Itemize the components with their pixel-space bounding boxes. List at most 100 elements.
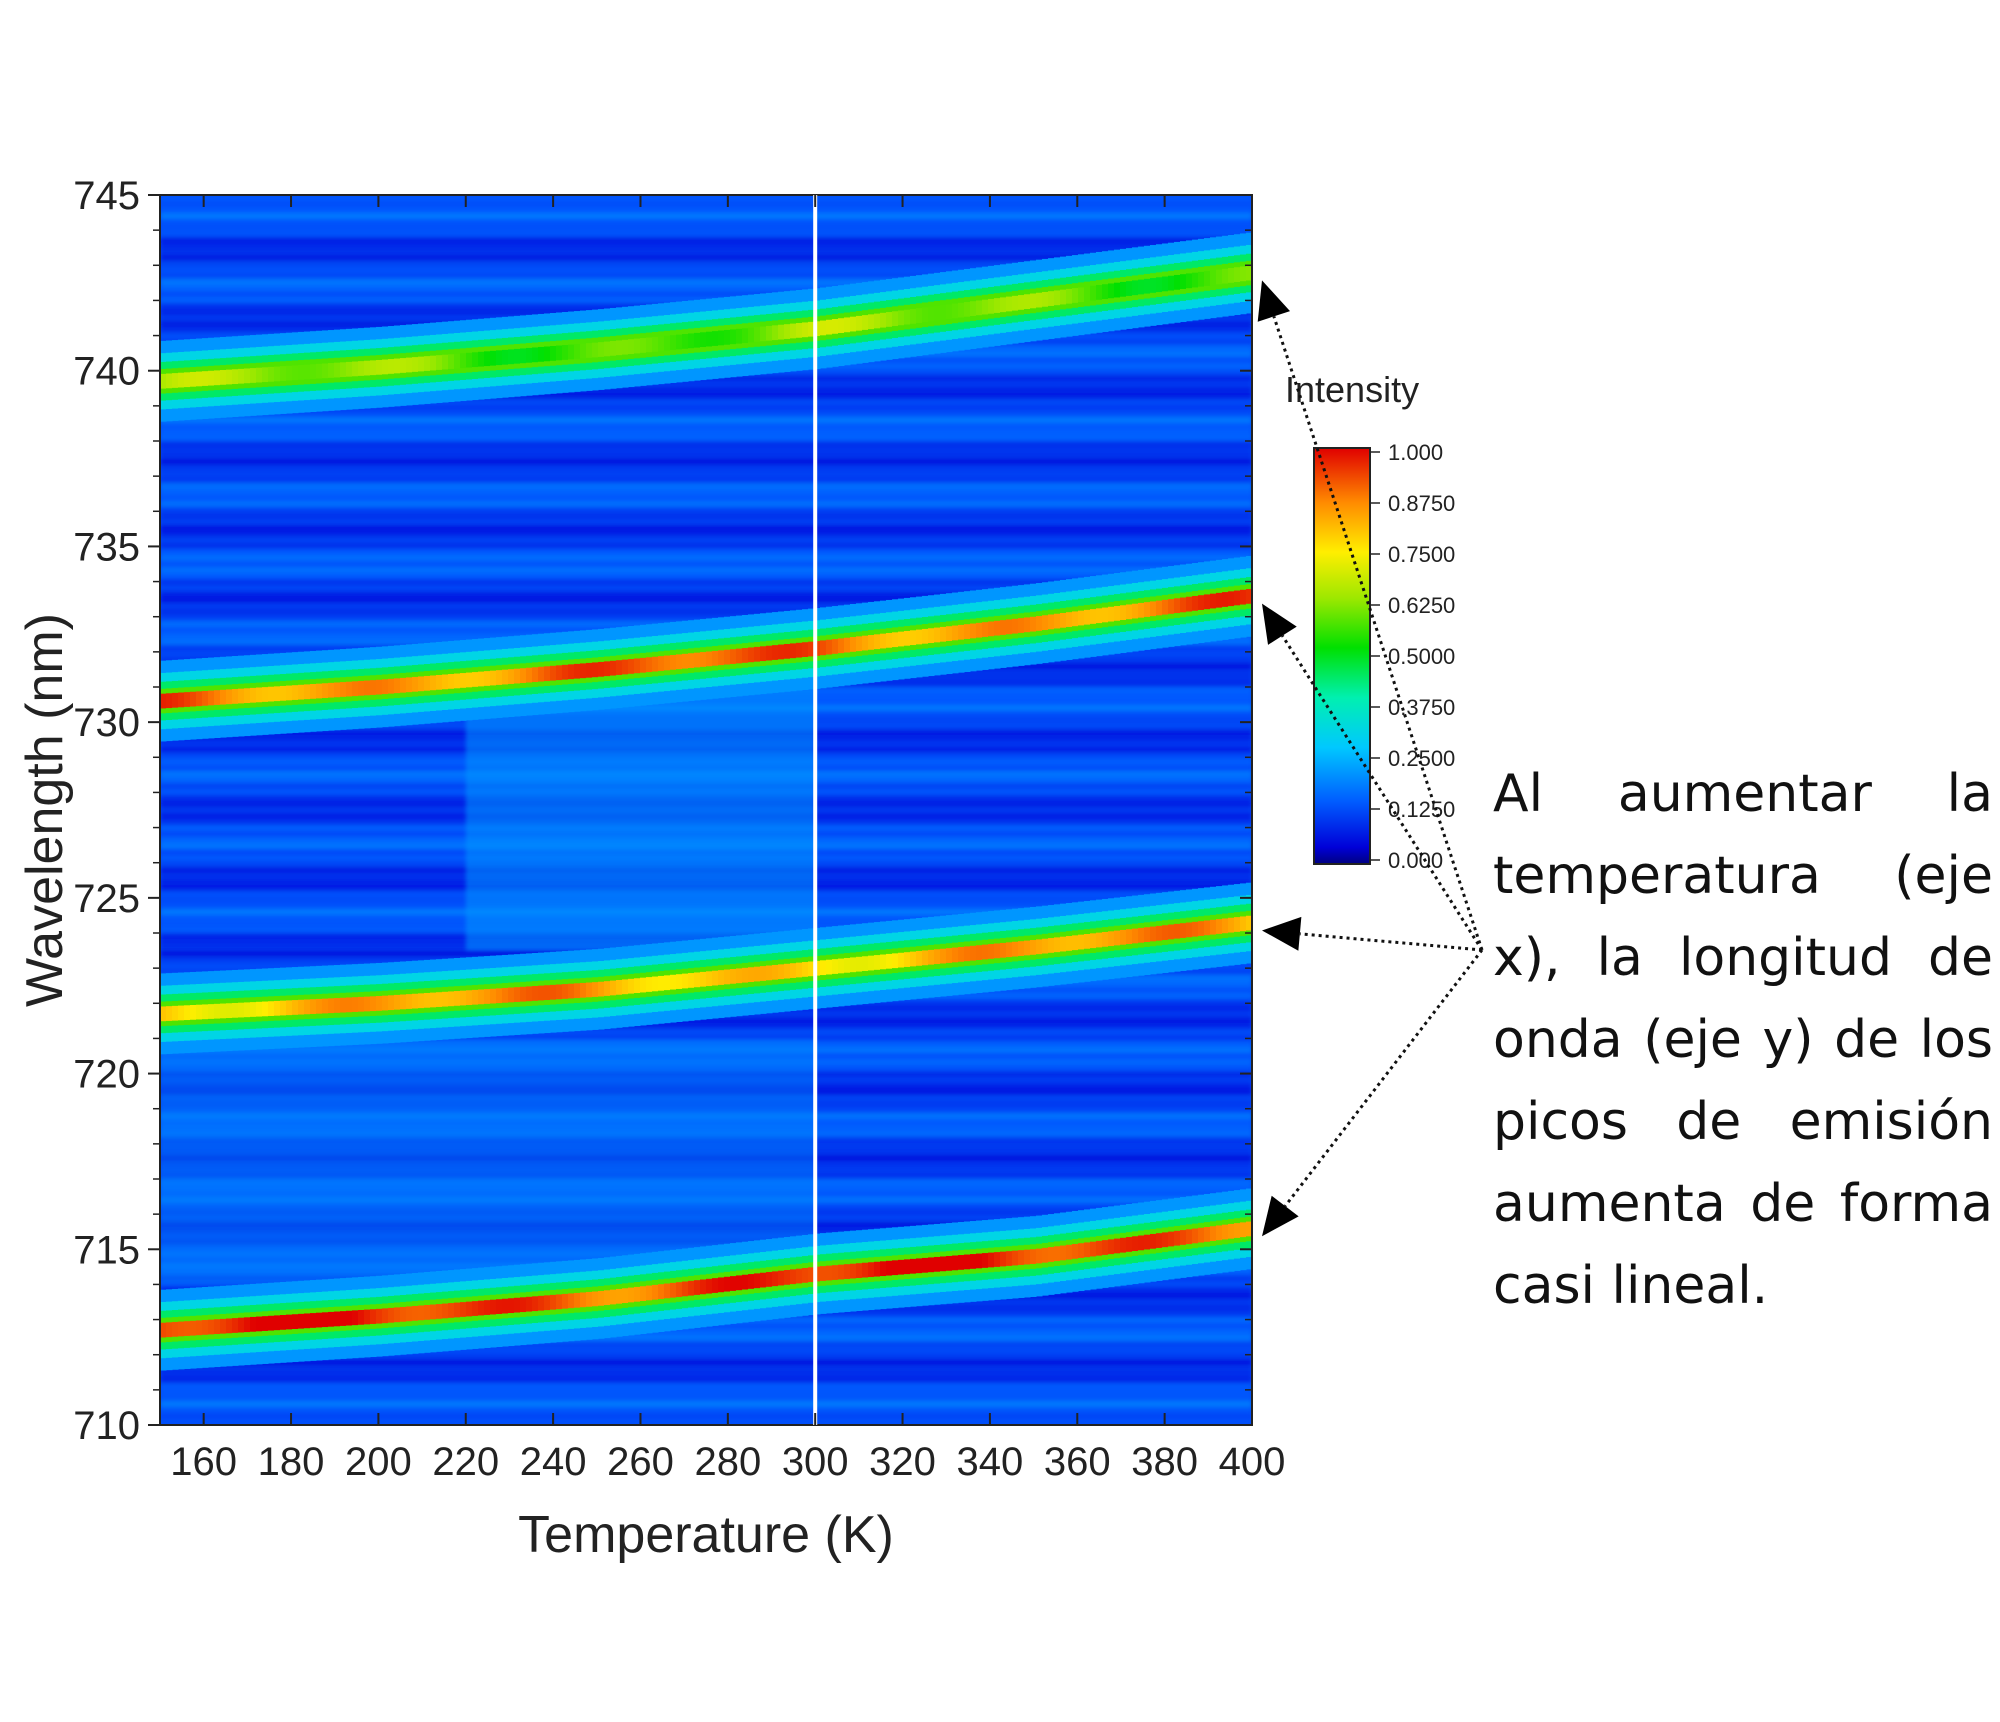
band-core bbox=[682, 1281, 689, 1297]
band-core bbox=[700, 1279, 707, 1295]
background-stripe bbox=[160, 465, 1252, 471]
background-stripe bbox=[160, 501, 1252, 507]
band-core bbox=[1042, 615, 1049, 631]
background-stripe bbox=[160, 615, 1252, 621]
band-core bbox=[586, 1291, 593, 1307]
band-core bbox=[676, 974, 683, 989]
background-stripe bbox=[160, 1383, 1252, 1389]
background-stripe bbox=[160, 243, 1252, 249]
band-core bbox=[1090, 933, 1097, 949]
band-core bbox=[706, 331, 713, 347]
band-core bbox=[694, 972, 701, 988]
band-core bbox=[778, 324, 785, 340]
band-core bbox=[838, 638, 845, 654]
band-core bbox=[256, 1001, 263, 1017]
band-core bbox=[184, 1005, 191, 1021]
band-core bbox=[964, 624, 971, 639]
background-stripe bbox=[160, 429, 1252, 435]
band-core bbox=[802, 1267, 809, 1283]
band-core bbox=[418, 356, 425, 372]
band-core bbox=[550, 1294, 557, 1310]
band-core bbox=[202, 690, 209, 706]
band-core bbox=[412, 357, 419, 372]
band-core bbox=[784, 963, 791, 979]
band-core bbox=[232, 369, 239, 385]
band-core bbox=[394, 994, 401, 1010]
band-core bbox=[292, 685, 299, 700]
band-core bbox=[1156, 277, 1163, 293]
band-core bbox=[508, 669, 515, 684]
colorbar-tick-label: 0.6250 bbox=[1388, 593, 1455, 618]
band-core bbox=[160, 1006, 167, 1022]
band-core bbox=[1108, 606, 1115, 622]
band-core bbox=[946, 948, 953, 963]
band-core bbox=[1120, 1237, 1127, 1253]
band-core bbox=[310, 999, 317, 1014]
band-core bbox=[826, 959, 833, 975]
band-core bbox=[796, 642, 803, 658]
band-core bbox=[274, 1315, 281, 1331]
band-core bbox=[910, 308, 917, 324]
band-core bbox=[970, 945, 977, 961]
background-stripe bbox=[160, 1347, 1252, 1353]
band-core bbox=[532, 667, 539, 683]
band-core bbox=[244, 688, 251, 704]
band-core bbox=[544, 346, 551, 362]
band-core bbox=[772, 645, 779, 660]
band-core bbox=[244, 1002, 251, 1018]
x-tick-label: 300 bbox=[782, 1440, 849, 1484]
band-core bbox=[646, 657, 653, 673]
band-core bbox=[1072, 611, 1079, 627]
band-core bbox=[1186, 273, 1193, 289]
band-core bbox=[610, 660, 617, 676]
band-core bbox=[382, 679, 389, 695]
band-core bbox=[508, 349, 515, 365]
band-core bbox=[886, 953, 893, 969]
background-stripe bbox=[160, 207, 1252, 213]
band-core bbox=[508, 987, 515, 1003]
band-core bbox=[736, 968, 743, 984]
band-core bbox=[322, 998, 329, 1014]
band-core bbox=[400, 1306, 407, 1322]
band-core bbox=[664, 1283, 671, 1299]
band-core bbox=[772, 964, 779, 980]
band-core bbox=[340, 362, 347, 378]
band-core bbox=[694, 332, 701, 348]
band-core bbox=[448, 991, 455, 1007]
band-core bbox=[412, 1305, 419, 1321]
band-core bbox=[916, 308, 923, 323]
band-core bbox=[298, 1313, 305, 1329]
band-core bbox=[220, 1003, 227, 1019]
annotation-arrow-line bbox=[1272, 315, 1484, 951]
band-core bbox=[838, 958, 845, 974]
band-core bbox=[556, 984, 563, 1000]
band-core bbox=[208, 370, 215, 386]
band-core bbox=[994, 943, 1001, 959]
band-core bbox=[616, 340, 623, 356]
band-core bbox=[568, 983, 575, 999]
band-core bbox=[412, 676, 419, 692]
band-core bbox=[202, 1004, 209, 1020]
band-core bbox=[484, 351, 491, 367]
band-core bbox=[286, 1314, 293, 1330]
band-core bbox=[1054, 290, 1061, 306]
band-core bbox=[958, 946, 965, 962]
band-core bbox=[856, 315, 863, 331]
band-core bbox=[688, 333, 695, 349]
band-core bbox=[520, 986, 527, 1002]
band-core bbox=[460, 1302, 467, 1317]
background-stripe bbox=[160, 1371, 1252, 1377]
band-core bbox=[808, 641, 815, 657]
band-core bbox=[454, 353, 461, 369]
band-core bbox=[382, 359, 389, 375]
band-core bbox=[592, 1291, 599, 1307]
band-core bbox=[1216, 269, 1223, 285]
band-core bbox=[850, 316, 857, 332]
y-tick-label: 720 bbox=[73, 1053, 140, 1097]
band-core bbox=[706, 971, 713, 987]
band-core bbox=[730, 1276, 737, 1291]
band-core bbox=[1198, 921, 1205, 936]
band-core bbox=[1156, 600, 1163, 616]
band-core bbox=[1162, 276, 1169, 292]
band-core bbox=[592, 662, 599, 678]
